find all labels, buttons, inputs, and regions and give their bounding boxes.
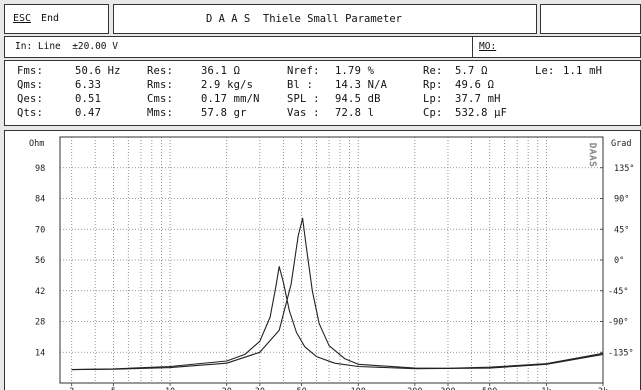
param-name-fms: Fms: [17,65,44,77]
param-name-rp: Rp: [423,79,443,91]
page-title: D A A S Thiele Small Parameter [206,13,402,25]
param-value-le: 1.1 mH [563,65,603,77]
param-name-lp: Lp: [423,93,443,105]
left-tick-label: 56 [35,256,45,266]
param-name-nref: Nref: [287,65,320,77]
impedance-curve-2 [71,266,604,371]
plot-panel: Ohm 14 28 42 56 70 84 98 Grad -135° -90° -45° 0° 45° 9… [4,130,641,390]
x-tick-label: 500 [482,387,497,390]
left-tick-label: 28 [35,318,45,328]
param-name-cms: Cms: [147,93,174,105]
left-tick-label: 70 [35,225,45,235]
right-tick-label: -135° [608,348,634,358]
param-name-res: Res: [147,65,174,77]
right-tick-label: 135° [614,164,634,174]
x-tick-label: 100 [351,387,366,390]
x-tick-label: 200 [407,387,422,390]
param-value-lp: 37.7 mH [455,93,501,105]
param-name-bl: Bl : [287,79,314,91]
x-tick-label: 300 [440,387,455,390]
left-tick-label: 84 [35,195,45,205]
param-value-qes: 0.51 [75,93,102,105]
param-value-rms: 2.9 kg/s [201,79,254,91]
x-tick-label: 20 [222,387,232,390]
param-name-vas: Vas : [287,107,320,119]
input-bar: In: Line ±20.00 V MO: [4,36,641,58]
left-tick-label: 14 [35,348,45,358]
mo-field[interactable]: MO: [479,41,497,52]
x-tick-label: 1k [541,387,551,390]
input-range-label: In: Line ±20.00 V [15,41,118,52]
param-name-re: Re: [423,65,443,77]
left-tick-label: 42 [35,287,45,297]
parameters-panel: Fms: 50.6 Hz Qms: 6.33 Qes: 0.51 Qts: 0.47 Res: 3… [4,60,641,126]
x-tick-label: 30 [255,387,265,390]
param-name-mms: Mms: [147,107,174,119]
param-value-qts: 0.47 [75,107,102,119]
title-right-panel [540,4,641,34]
param-name-cp: Cp: [423,107,443,119]
right-tick-label: 90° [614,195,629,205]
left-axis-title: Ohm [29,139,44,149]
param-value-spl: 94.5 dB [335,93,381,105]
impedance-chart: Ohm 14 28 42 56 70 84 98 Grad -135° -90° -45° 0° 45° 9… [29,136,634,390]
x-tick-label: 5 [111,387,116,390]
param-value-fms: 50.6 Hz [75,65,121,77]
daas-watermark: DAAS [587,143,597,167]
right-axis-title: Grad [611,139,631,149]
param-value-rp: 49.6 Ω [455,79,495,91]
right-tick-label: 0° [614,256,624,266]
param-name-spl: SPL : [287,93,320,105]
param-name-qts: Qts: [17,107,44,119]
param-value-nref: 1.79 % [335,65,375,77]
input-divider [472,37,473,57]
x-tick-label: 2k [598,387,608,390]
param-name-rms: Rms: [147,79,174,91]
right-tick-label: -90° [608,318,628,328]
esc-end-button[interactable]: ESC End [4,4,109,34]
param-value-cp: 532.8 µF [455,107,508,119]
end-label: End [41,13,60,24]
left-tick-label: 98 [35,164,45,174]
param-name-le: Le: [535,65,555,77]
param-value-res: 36.1 Ω [201,65,241,77]
param-value-re: 5.7 Ω [455,65,488,77]
param-value-bl: 14.3 N/A [335,79,388,91]
x-tick-label: 50 [296,387,306,390]
param-value-vas: 72.8 l [335,107,375,119]
right-tick-label: -45° [608,287,628,297]
x-tick-label: 10 [165,387,175,390]
esc-key-label: ESC [13,13,32,24]
x-tick-label: 3 [69,387,74,390]
plot-frame [59,136,604,384]
param-value-qms: 6.33 [75,79,102,91]
param-value-cms: 0.17 mm/N [201,93,260,105]
right-tick-label: 45° [614,225,629,235]
title-panel: D A A S Thiele Small Parameter [113,4,537,34]
param-name-qes: Qes: [17,93,44,105]
param-name-qms: Qms: [17,79,44,91]
param-value-mms: 57.8 gr [201,107,247,119]
